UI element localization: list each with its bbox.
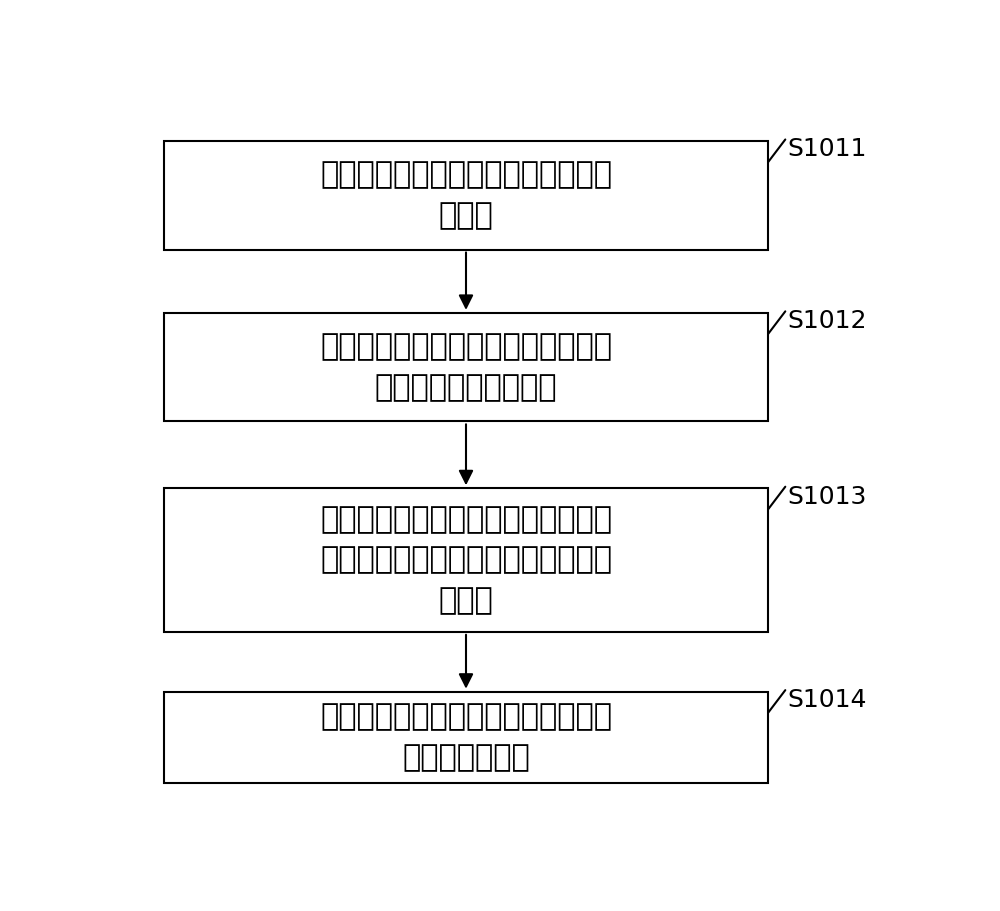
FancyBboxPatch shape (164, 141, 768, 250)
Text: S1012: S1012 (788, 309, 867, 333)
Text: S1014: S1014 (788, 688, 867, 712)
FancyBboxPatch shape (164, 312, 768, 422)
Text: 光束在所述圆角矩形波导的循环耦合
后，从微环测试组件的直波导出射端
口射出: 光束在所述圆角矩形波导的循环耦合 后，从微环测试组件的直波导出射端 口射出 (320, 505, 612, 615)
Text: S1013: S1013 (788, 485, 867, 508)
FancyBboxPatch shape (164, 691, 768, 783)
Text: 检测多个所述微环测试组件的直波导
出射端口的光谱: 检测多个所述微环测试组件的直波导 出射端口的光谱 (320, 702, 612, 772)
Text: 光束从微环测试组件的直波导入射端
口射入: 光束从微环测试组件的直波导入射端 口射入 (320, 160, 612, 230)
FancyBboxPatch shape (164, 488, 768, 632)
Text: 光束经过定向耦合器进入所述微环测
试组件的圆角矩形波导: 光束经过定向耦合器进入所述微环测 试组件的圆角矩形波导 (320, 333, 612, 402)
Text: S1011: S1011 (788, 138, 867, 161)
